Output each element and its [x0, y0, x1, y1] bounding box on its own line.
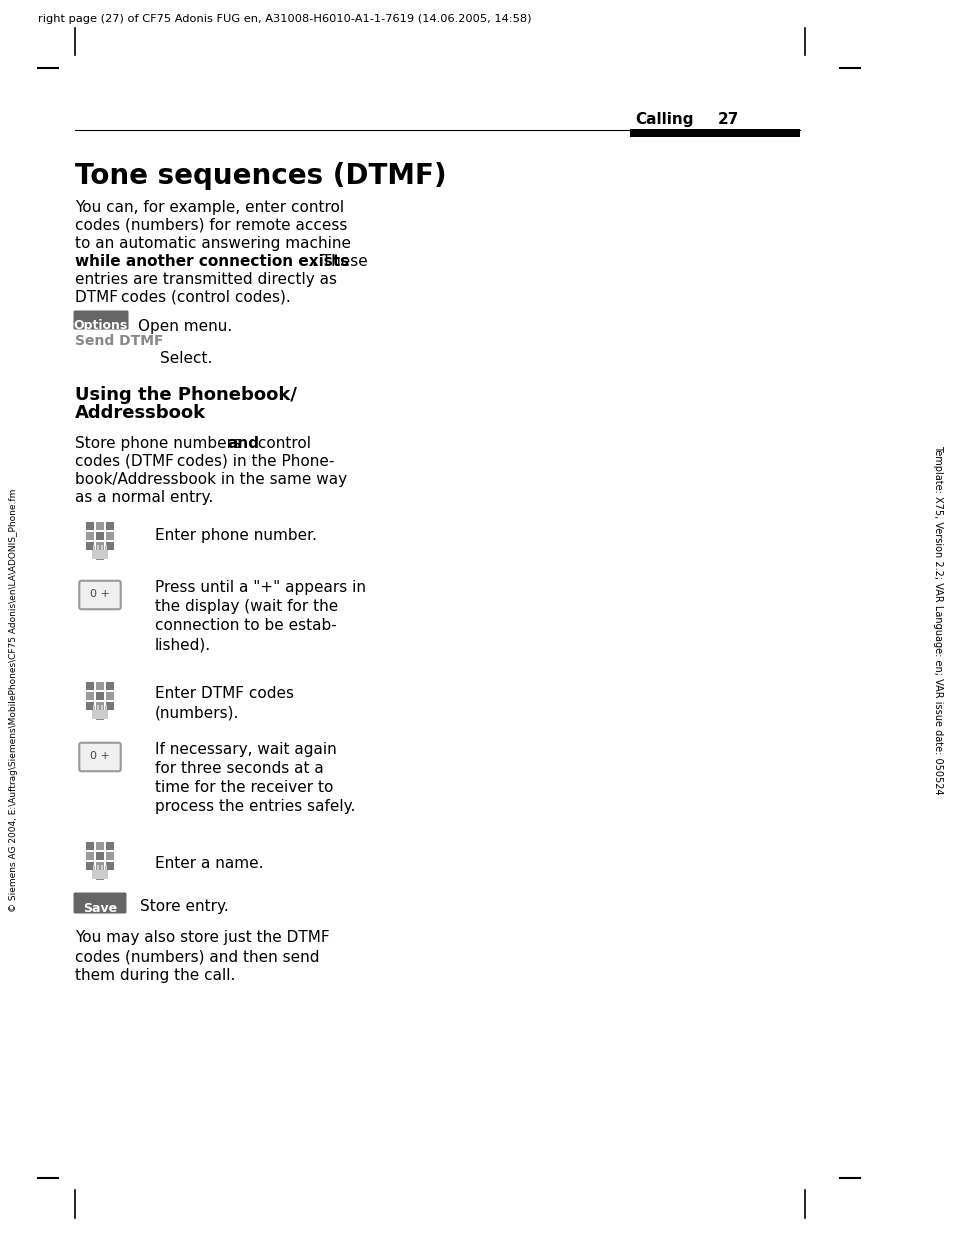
FancyBboxPatch shape: [79, 581, 121, 609]
Bar: [107, 703, 113, 710]
Text: control: control: [253, 436, 311, 451]
Text: Send DTMF: Send DTMF: [75, 334, 163, 348]
Bar: [96, 683, 104, 689]
Bar: [107, 693, 113, 699]
Bar: [105, 705, 107, 710]
Text: codes (DTMF codes) in the Phone-: codes (DTMF codes) in the Phone-: [75, 454, 334, 468]
Text: lished).: lished).: [154, 637, 211, 652]
Text: Store phone numbers: Store phone numbers: [75, 436, 246, 451]
Bar: [96, 862, 104, 870]
Bar: [87, 532, 93, 540]
Bar: [105, 545, 107, 549]
Text: Addressbook: Addressbook: [75, 404, 206, 422]
Text: You can, for example, enter control: You can, for example, enter control: [75, 201, 344, 216]
Text: and: and: [227, 436, 258, 451]
Text: Calling: Calling: [635, 112, 693, 127]
Bar: [101, 705, 103, 710]
FancyBboxPatch shape: [79, 743, 121, 771]
Bar: [97, 545, 99, 549]
Text: Options: Options: [73, 319, 128, 331]
Bar: [92, 549, 108, 558]
Text: If necessary, wait again: If necessary, wait again: [154, 743, 336, 758]
Bar: [101, 865, 103, 870]
Text: Open menu.: Open menu.: [138, 319, 232, 334]
Text: (numbers).: (numbers).: [154, 705, 239, 720]
Bar: [87, 852, 93, 860]
Text: DTMF codes (control codes).: DTMF codes (control codes).: [75, 290, 291, 305]
Text: them during the call.: them during the call.: [75, 968, 235, 983]
Bar: [107, 542, 113, 549]
Text: Using the Phonebook/: Using the Phonebook/: [75, 386, 296, 404]
Text: to an automatic answering machine: to an automatic answering machine: [75, 235, 351, 250]
Text: . These: . These: [312, 254, 367, 269]
Text: time for the receiver to: time for the receiver to: [154, 780, 333, 795]
Text: Save: Save: [83, 902, 117, 915]
Text: Enter phone number.: Enter phone number.: [154, 528, 316, 543]
Bar: [97, 865, 99, 870]
Bar: [87, 683, 93, 689]
Bar: [107, 683, 113, 689]
Bar: [107, 842, 113, 850]
Bar: [87, 693, 93, 699]
Bar: [96, 713, 104, 720]
Bar: [93, 705, 95, 710]
Text: 0 +: 0 +: [90, 589, 110, 599]
Text: connection to be estab-: connection to be estab-: [154, 618, 336, 633]
Text: the display (wait for the: the display (wait for the: [154, 599, 338, 614]
Bar: [93, 865, 95, 870]
Text: as a normal entry.: as a normal entry.: [75, 490, 213, 505]
Bar: [97, 705, 99, 710]
Bar: [96, 542, 104, 549]
FancyBboxPatch shape: [73, 310, 129, 329]
Bar: [96, 703, 104, 710]
Bar: [87, 522, 93, 530]
Text: © Siemens AG 2004, E:\Auftrag\Siemens\MobilePhones\CF75 Adonis\en\LA\ADONIS_Phon: © Siemens AG 2004, E:\Auftrag\Siemens\Mo…: [10, 488, 18, 912]
Bar: [96, 532, 104, 540]
Text: 0 +: 0 +: [90, 751, 110, 761]
Bar: [96, 852, 104, 860]
Text: Store entry.: Store entry.: [140, 900, 229, 915]
Bar: [96, 522, 104, 530]
Text: codes (numbers) and then send: codes (numbers) and then send: [75, 949, 319, 964]
Text: process the entries safely.: process the entries safely.: [154, 799, 355, 814]
Text: You may also store just the DTMF: You may also store just the DTMF: [75, 930, 330, 944]
Text: 27: 27: [718, 112, 739, 127]
Text: for three seconds at a: for three seconds at a: [154, 761, 323, 776]
Text: codes (numbers) for remote access: codes (numbers) for remote access: [75, 218, 347, 233]
Text: Enter a name.: Enter a name.: [154, 856, 263, 871]
Text: Select.: Select.: [160, 351, 213, 366]
Text: entries are transmitted directly as: entries are transmitted directly as: [75, 272, 336, 287]
Bar: [107, 852, 113, 860]
Bar: [93, 545, 95, 549]
Text: Enter DTMF codes: Enter DTMF codes: [154, 687, 294, 701]
Text: right page (27) of CF75 Adonis FUG en, A31008-H6010-A1-1-7619 (14.06.2005, 14:58: right page (27) of CF75 Adonis FUG en, A…: [38, 14, 531, 24]
Bar: [96, 552, 104, 559]
Text: while another connection exists: while another connection exists: [75, 254, 349, 269]
Bar: [87, 862, 93, 870]
Text: Press until a "+" appears in: Press until a "+" appears in: [154, 579, 366, 596]
Bar: [629, 130, 800, 137]
Text: book/Addressbook in the same way: book/Addressbook in the same way: [75, 472, 347, 487]
Bar: [96, 872, 104, 880]
Bar: [87, 542, 93, 549]
Bar: [107, 522, 113, 530]
Bar: [107, 862, 113, 870]
Bar: [92, 870, 108, 878]
Bar: [87, 842, 93, 850]
Bar: [96, 842, 104, 850]
Bar: [96, 693, 104, 699]
Text: Tone sequences (DTMF): Tone sequences (DTMF): [75, 162, 446, 189]
Bar: [92, 710, 108, 719]
Bar: [107, 532, 113, 540]
Bar: [87, 703, 93, 710]
Text: Template: X75, Version 2.2; VAR Language: en; VAR issue date: 050524: Template: X75, Version 2.2; VAR Language…: [932, 445, 942, 795]
Bar: [101, 545, 103, 549]
FancyBboxPatch shape: [73, 892, 127, 913]
Bar: [105, 865, 107, 870]
